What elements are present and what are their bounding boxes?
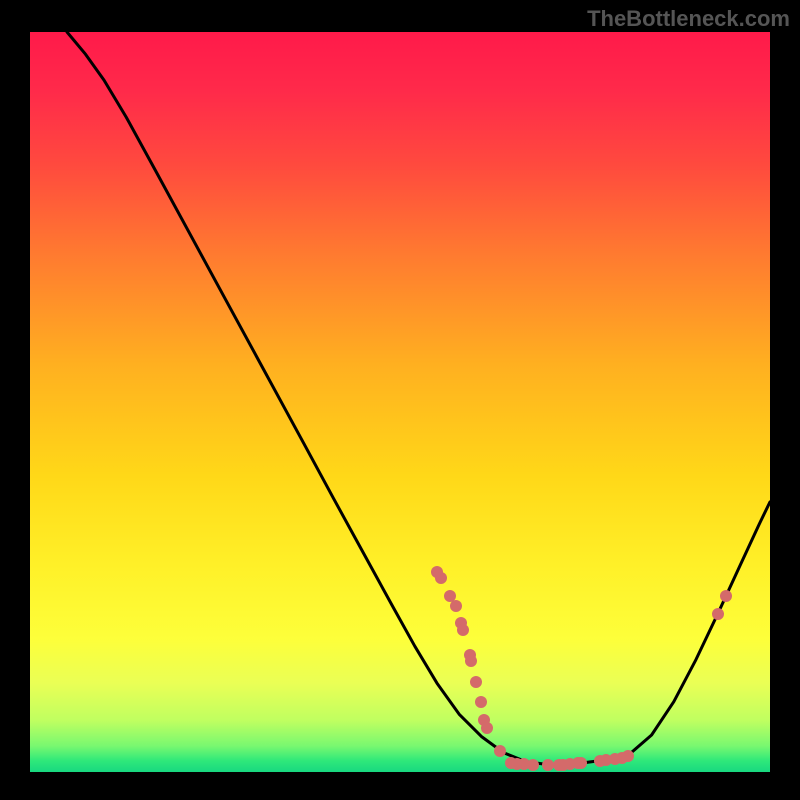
chart-container: TheBottleneck.com bbox=[0, 0, 800, 800]
plot-area bbox=[30, 32, 770, 772]
watermark-text: TheBottleneck.com bbox=[587, 6, 790, 32]
